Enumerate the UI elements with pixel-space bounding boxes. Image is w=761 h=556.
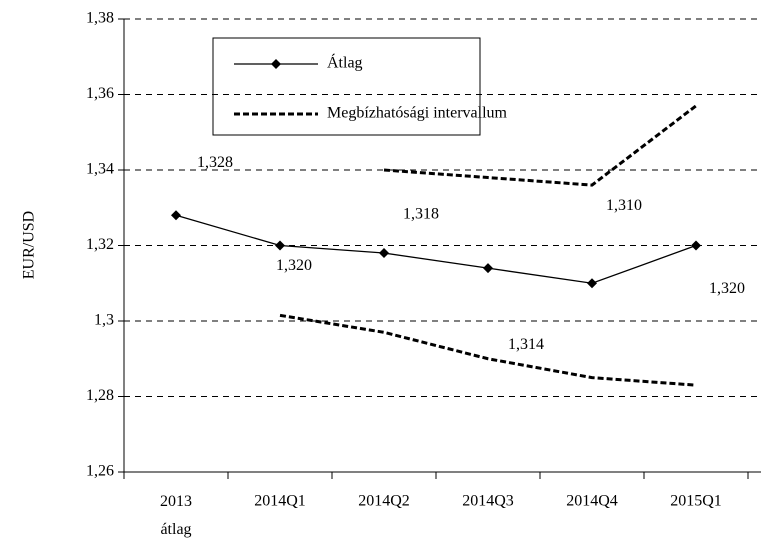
x-tick-label: 2013 átlag: [160, 493, 192, 538]
data-label: 1,328: [197, 154, 233, 171]
legend-marker: [271, 59, 281, 69]
legend-box: [212, 37, 481, 136]
legend-label: Megbízhatósági intervallum: [327, 105, 508, 122]
legend-label: Átlag: [327, 53, 363, 72]
marker: [483, 263, 493, 274]
y-axis-label: EUR/USD: [21, 211, 38, 279]
marker: [171, 210, 181, 221]
y-tick-label: 1,26: [86, 463, 114, 480]
x-tick-label: 2014Q4: [566, 493, 618, 510]
y-tick-label: 1,3: [94, 312, 114, 329]
upper-bound-line: [383, 104, 697, 187]
data-label: 1,320: [276, 257, 312, 274]
marker: [691, 240, 701, 251]
y-tick-label: 1,36: [86, 85, 114, 102]
data-label: 1,310: [606, 197, 642, 214]
x-tick-label: 2014Q2: [358, 493, 410, 510]
y-tick-label: 1,32: [86, 236, 114, 253]
data-label: 1,314: [508, 336, 544, 353]
line: [175, 214, 697, 284]
lower-bound-line: [279, 313, 697, 387]
marker: [587, 278, 597, 289]
data-label: 1,320: [709, 280, 745, 297]
y-tick-label: 1,34: [86, 161, 114, 178]
x-tick-label: 2014Q3: [462, 493, 514, 510]
marker: [275, 240, 285, 251]
y-tick-label: 1,38: [86, 10, 114, 27]
x-tick-label: 2014Q1: [254, 493, 306, 510]
marker: [379, 248, 389, 259]
y-tick-label: 1,28: [86, 387, 114, 404]
x-tick-label: 2015Q1: [670, 493, 722, 510]
data-label: 1,318: [403, 206, 439, 223]
